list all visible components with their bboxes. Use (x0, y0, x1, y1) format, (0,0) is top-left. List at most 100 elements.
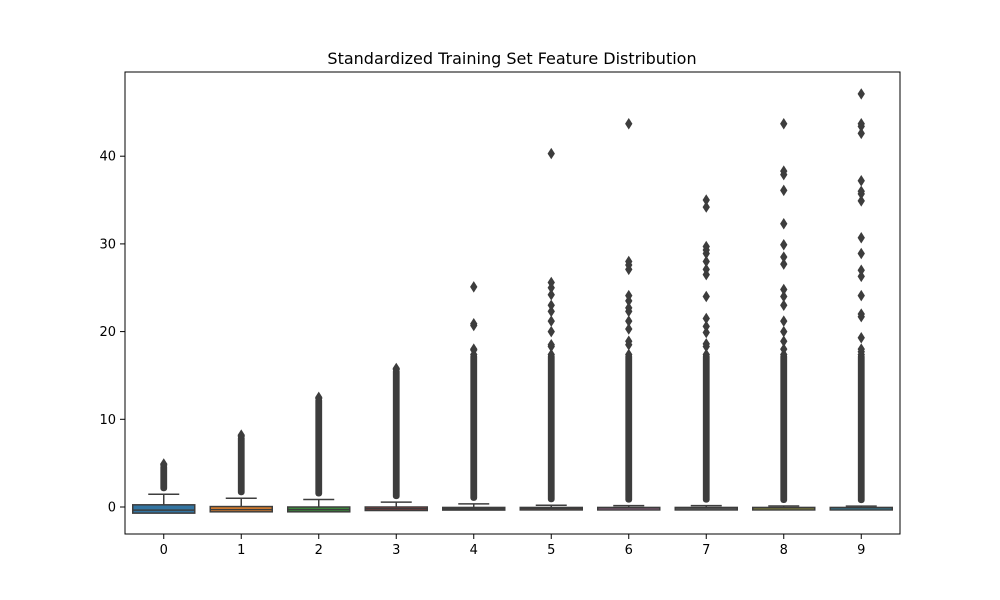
box-group-7 (674, 194, 738, 511)
x-tick-label: 4 (470, 543, 478, 558)
outlier-point (702, 338, 710, 350)
outlier-point (547, 339, 555, 351)
outlier-point (160, 458, 168, 470)
y-tick-label: 0 (108, 501, 116, 516)
box-group-6 (597, 118, 661, 511)
outlier-point (392, 362, 400, 375)
outlier-band-5 (547, 353, 555, 503)
outlier-point (780, 258, 788, 270)
outlier-point (470, 317, 478, 330)
x-tick-label: 2 (315, 543, 323, 558)
outlier-point (857, 264, 865, 276)
outlier-point (547, 325, 555, 338)
outlier-band-1 (237, 435, 245, 496)
y-axis: 0 10 20 30 40 (99, 150, 125, 516)
chart-title: Standardized Training Set Feature Distri… (327, 49, 696, 68)
outlier-point (625, 302, 633, 314)
x-tick-label: 0 (160, 543, 168, 558)
outlier-band-4 (470, 353, 478, 501)
outlier-point (625, 255, 633, 268)
outlier-point (547, 315, 555, 327)
outlier-point (780, 290, 788, 303)
outlier-point (780, 315, 788, 327)
outlier-point (780, 251, 788, 263)
outlier-point (702, 326, 710, 339)
outlier-point (547, 147, 555, 160)
outlier-point (857, 118, 865, 130)
outlier-point (857, 127, 865, 140)
outlier-point (857, 232, 865, 244)
outlier-point (702, 201, 710, 213)
outlier-point (857, 195, 865, 207)
outlier-point (857, 289, 865, 302)
outlier-point (625, 315, 633, 327)
outlier-point (702, 263, 710, 276)
outlier-point (780, 283, 788, 296)
box-group-2 (287, 391, 351, 513)
outlier-band-2 (315, 397, 323, 497)
outlier-point (857, 185, 865, 198)
box-group-9 (829, 88, 893, 511)
outlier-point (702, 240, 710, 253)
box-group-3 (364, 362, 428, 512)
y-tick-label: 10 (99, 413, 116, 428)
outlier-point (547, 299, 555, 312)
x-tick-label: 9 (857, 543, 865, 558)
outlier-point (547, 276, 555, 289)
box-group-5 (519, 147, 583, 511)
outlier-point (237, 429, 245, 441)
outlier-point (857, 175, 865, 187)
box-group-8 (752, 118, 816, 511)
outlier-point (857, 270, 865, 283)
outlier-point (702, 312, 710, 325)
plot-area (132, 88, 893, 514)
outlier-point (702, 348, 710, 361)
outlier-point (780, 118, 788, 130)
outlier-point (780, 217, 788, 230)
outlier-point (547, 289, 555, 301)
x-tick-label: 5 (547, 543, 555, 558)
outlier-point (857, 308, 865, 320)
outlier-point (625, 335, 633, 347)
x-axis: 0 1 2 3 4 5 6 7 8 9 (160, 534, 865, 558)
outlier-point (857, 331, 865, 344)
outlier-point (470, 281, 478, 293)
y-tick-label: 20 (99, 325, 116, 340)
outlier-point (780, 184, 788, 197)
outlier-point (702, 255, 710, 268)
outlier-point (470, 343, 478, 355)
outlier-point (547, 305, 555, 318)
outlier-point (702, 290, 710, 303)
x-tick-label: 8 (780, 543, 788, 558)
outlier-point (625, 118, 633, 130)
outlier-point (857, 88, 865, 100)
outlier-point (315, 391, 323, 404)
y-tick-label: 40 (99, 150, 116, 165)
outlier-point (780, 299, 788, 312)
x-tick-label: 3 (392, 543, 400, 558)
y-tick-label: 30 (99, 237, 116, 252)
outlier-point (857, 343, 865, 355)
box-0 (132, 504, 196, 514)
outlier-point (780, 239, 788, 251)
outlier-point (625, 289, 633, 302)
outlier-point (780, 343, 788, 355)
outlier-point (702, 194, 710, 206)
outlier-point (625, 348, 633, 361)
outlier-point (780, 165, 788, 177)
outlier-band-0 (160, 464, 168, 492)
outlier-band-3 (392, 368, 400, 500)
x-tick-label: 6 (625, 543, 633, 558)
outlier-band-8 (780, 353, 788, 503)
box-group-4 (442, 281, 506, 511)
box-group-1 (209, 429, 273, 513)
outlier-point (547, 348, 555, 361)
x-tick-label: 1 (237, 543, 245, 558)
outlier-point (857, 247, 865, 260)
outlier-point (625, 323, 633, 335)
x-tick-label: 7 (702, 543, 710, 558)
outlier-band-7 (702, 353, 710, 503)
outlier-point (780, 325, 788, 338)
outlier-band-6 (625, 353, 633, 503)
outlier-band-9 (857, 353, 865, 504)
